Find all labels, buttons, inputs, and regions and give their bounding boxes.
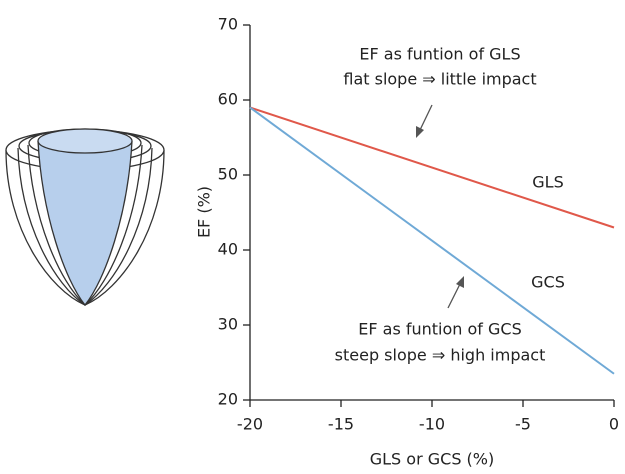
y-tick-label: 50 xyxy=(218,165,238,184)
x-tick-label: -10 xyxy=(419,415,445,434)
annotation-arrows xyxy=(416,104,464,309)
x-axis-label: GLS or GCS (%) xyxy=(370,450,495,469)
series-label: GLS xyxy=(532,173,563,192)
y-tick-label: 20 xyxy=(218,390,238,409)
annotation: EF as funtion of GCS xyxy=(358,320,522,339)
y-tick-label: 60 xyxy=(218,90,238,109)
series-label: GCS xyxy=(531,273,565,292)
x-tick-label: -20 xyxy=(237,415,263,434)
series-line xyxy=(249,106,615,229)
annotation: flat slope ⇒ little impact xyxy=(343,70,536,89)
y-tick-label: 30 xyxy=(218,315,238,334)
series-line xyxy=(249,106,615,375)
x-tick-label: 0 xyxy=(609,415,619,434)
y-tick-label: 70 xyxy=(218,15,238,34)
heart-illustration xyxy=(5,128,165,307)
x-tick-label: -15 xyxy=(328,415,354,434)
annotation: EF as funtion of GLS xyxy=(359,45,520,64)
y-tick-label: 40 xyxy=(218,240,238,259)
annotation: steep slope ⇒ high impact xyxy=(335,346,546,365)
y-axis-label: EF (%) xyxy=(195,186,214,238)
x-tick-label: -5 xyxy=(515,415,531,434)
